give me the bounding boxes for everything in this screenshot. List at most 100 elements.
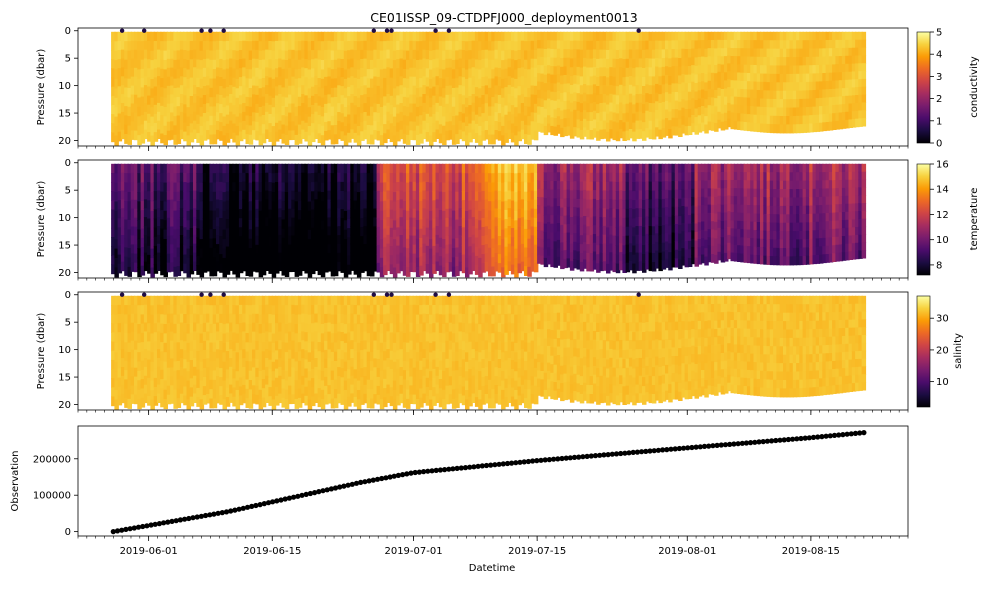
profile-cell bbox=[376, 262, 382, 273]
profile-cell bbox=[586, 190, 591, 201]
profile-cell bbox=[461, 59, 467, 69]
profile-cell bbox=[455, 96, 460, 107]
profile-cell bbox=[563, 66, 568, 76]
profile-cell bbox=[451, 248, 457, 259]
profile-cell bbox=[638, 85, 644, 95]
profile-cell bbox=[442, 97, 447, 108]
profile-cell bbox=[291, 217, 296, 228]
profile-cell bbox=[160, 256, 165, 267]
profile-cell bbox=[504, 191, 509, 202]
profile-cell bbox=[301, 120, 306, 131]
profile-cell bbox=[193, 208, 198, 218]
profile-cell bbox=[835, 120, 840, 130]
profile-cell bbox=[710, 97, 716, 107]
profile-cell bbox=[635, 226, 640, 236]
profile-cell bbox=[435, 208, 440, 218]
profile-cell bbox=[638, 234, 644, 245]
profile-cell bbox=[527, 125, 532, 136]
profile-cell bbox=[517, 68, 522, 78]
profile-cell bbox=[832, 72, 837, 82]
profile-cell bbox=[625, 49, 631, 60]
profile-cell bbox=[533, 199, 539, 210]
profile-cell bbox=[150, 50, 155, 61]
profile-cell bbox=[756, 73, 762, 83]
profile-cell bbox=[301, 85, 306, 95]
profile-cell bbox=[474, 237, 480, 248]
profile-cell bbox=[268, 41, 273, 51]
profile-cell bbox=[304, 209, 309, 219]
profile-cell bbox=[432, 41, 437, 51]
profile-cell bbox=[730, 96, 735, 106]
profile-cell bbox=[199, 107, 205, 118]
profile-cell bbox=[697, 222, 703, 232]
profile-cell bbox=[599, 226, 604, 236]
profile-cell bbox=[589, 244, 595, 254]
profile-cell bbox=[524, 219, 529, 230]
profile-cell bbox=[422, 199, 427, 209]
profile-cell bbox=[537, 65, 542, 74]
profile-cell bbox=[412, 103, 418, 114]
profile-cell bbox=[714, 106, 719, 116]
profile-cell bbox=[438, 191, 444, 202]
profile-cell bbox=[150, 31, 155, 42]
profile-cell bbox=[858, 39, 863, 49]
profile-cell bbox=[301, 111, 306, 122]
profile-cell bbox=[288, 190, 293, 201]
profile-cell bbox=[724, 88, 729, 98]
profile-cell bbox=[429, 267, 434, 278]
profile-cell bbox=[730, 72, 735, 81]
profile-cell bbox=[392, 229, 398, 240]
profile-cell bbox=[288, 58, 293, 69]
profile-cell bbox=[157, 234, 162, 245]
profile-cell bbox=[347, 209, 352, 220]
profile-cell bbox=[615, 122, 621, 133]
profile-cell bbox=[579, 67, 585, 77]
profile-cell bbox=[340, 172, 345, 183]
profile-cell bbox=[173, 31, 178, 42]
profile-cell bbox=[484, 235, 490, 245]
profile-cell bbox=[255, 181, 260, 192]
profile-cell bbox=[592, 216, 598, 226]
profile-cell bbox=[524, 87, 529, 98]
profile-cell bbox=[314, 226, 319, 236]
profile-cell bbox=[255, 58, 260, 69]
profile-cell bbox=[222, 182, 227, 193]
profile-cell bbox=[248, 41, 254, 52]
profile-cell bbox=[278, 111, 283, 122]
profile-cell bbox=[124, 182, 129, 193]
profile-cell bbox=[291, 94, 296, 105]
profile-cell bbox=[714, 31, 719, 41]
profile-cell bbox=[252, 49, 257, 60]
profile-cell bbox=[366, 125, 372, 135]
profile-cell bbox=[219, 113, 224, 123]
profile-cell bbox=[219, 200, 224, 210]
profile-cell bbox=[252, 76, 257, 87]
profile-cell bbox=[569, 67, 575, 77]
profile-cell bbox=[314, 40, 319, 51]
profile-cell bbox=[687, 108, 693, 118]
profile-cell bbox=[206, 85, 211, 95]
profile-cell bbox=[166, 226, 172, 237]
profile-cell bbox=[209, 266, 214, 277]
profile-cell bbox=[333, 31, 339, 42]
profile-cell bbox=[451, 41, 457, 52]
profile-cell bbox=[687, 223, 693, 233]
profile-cell bbox=[202, 76, 208, 87]
profile-cell bbox=[691, 90, 696, 99]
profile-cell bbox=[665, 49, 670, 59]
profile-cell bbox=[465, 126, 470, 136]
profile-cell bbox=[235, 31, 241, 42]
profile-cell bbox=[520, 226, 526, 236]
profile-cell bbox=[809, 56, 814, 66]
profile-cell bbox=[556, 163, 562, 173]
profile-cell bbox=[510, 163, 516, 174]
profile-cell bbox=[599, 94, 604, 104]
profile-cell bbox=[841, 47, 847, 57]
profile-cell bbox=[406, 59, 411, 70]
profile-cell bbox=[697, 40, 703, 50]
profile-cell bbox=[111, 77, 116, 88]
profile-cell bbox=[291, 58, 296, 69]
profile-cell bbox=[317, 59, 323, 70]
profile-cell bbox=[760, 98, 765, 108]
profile-cell bbox=[517, 236, 522, 246]
